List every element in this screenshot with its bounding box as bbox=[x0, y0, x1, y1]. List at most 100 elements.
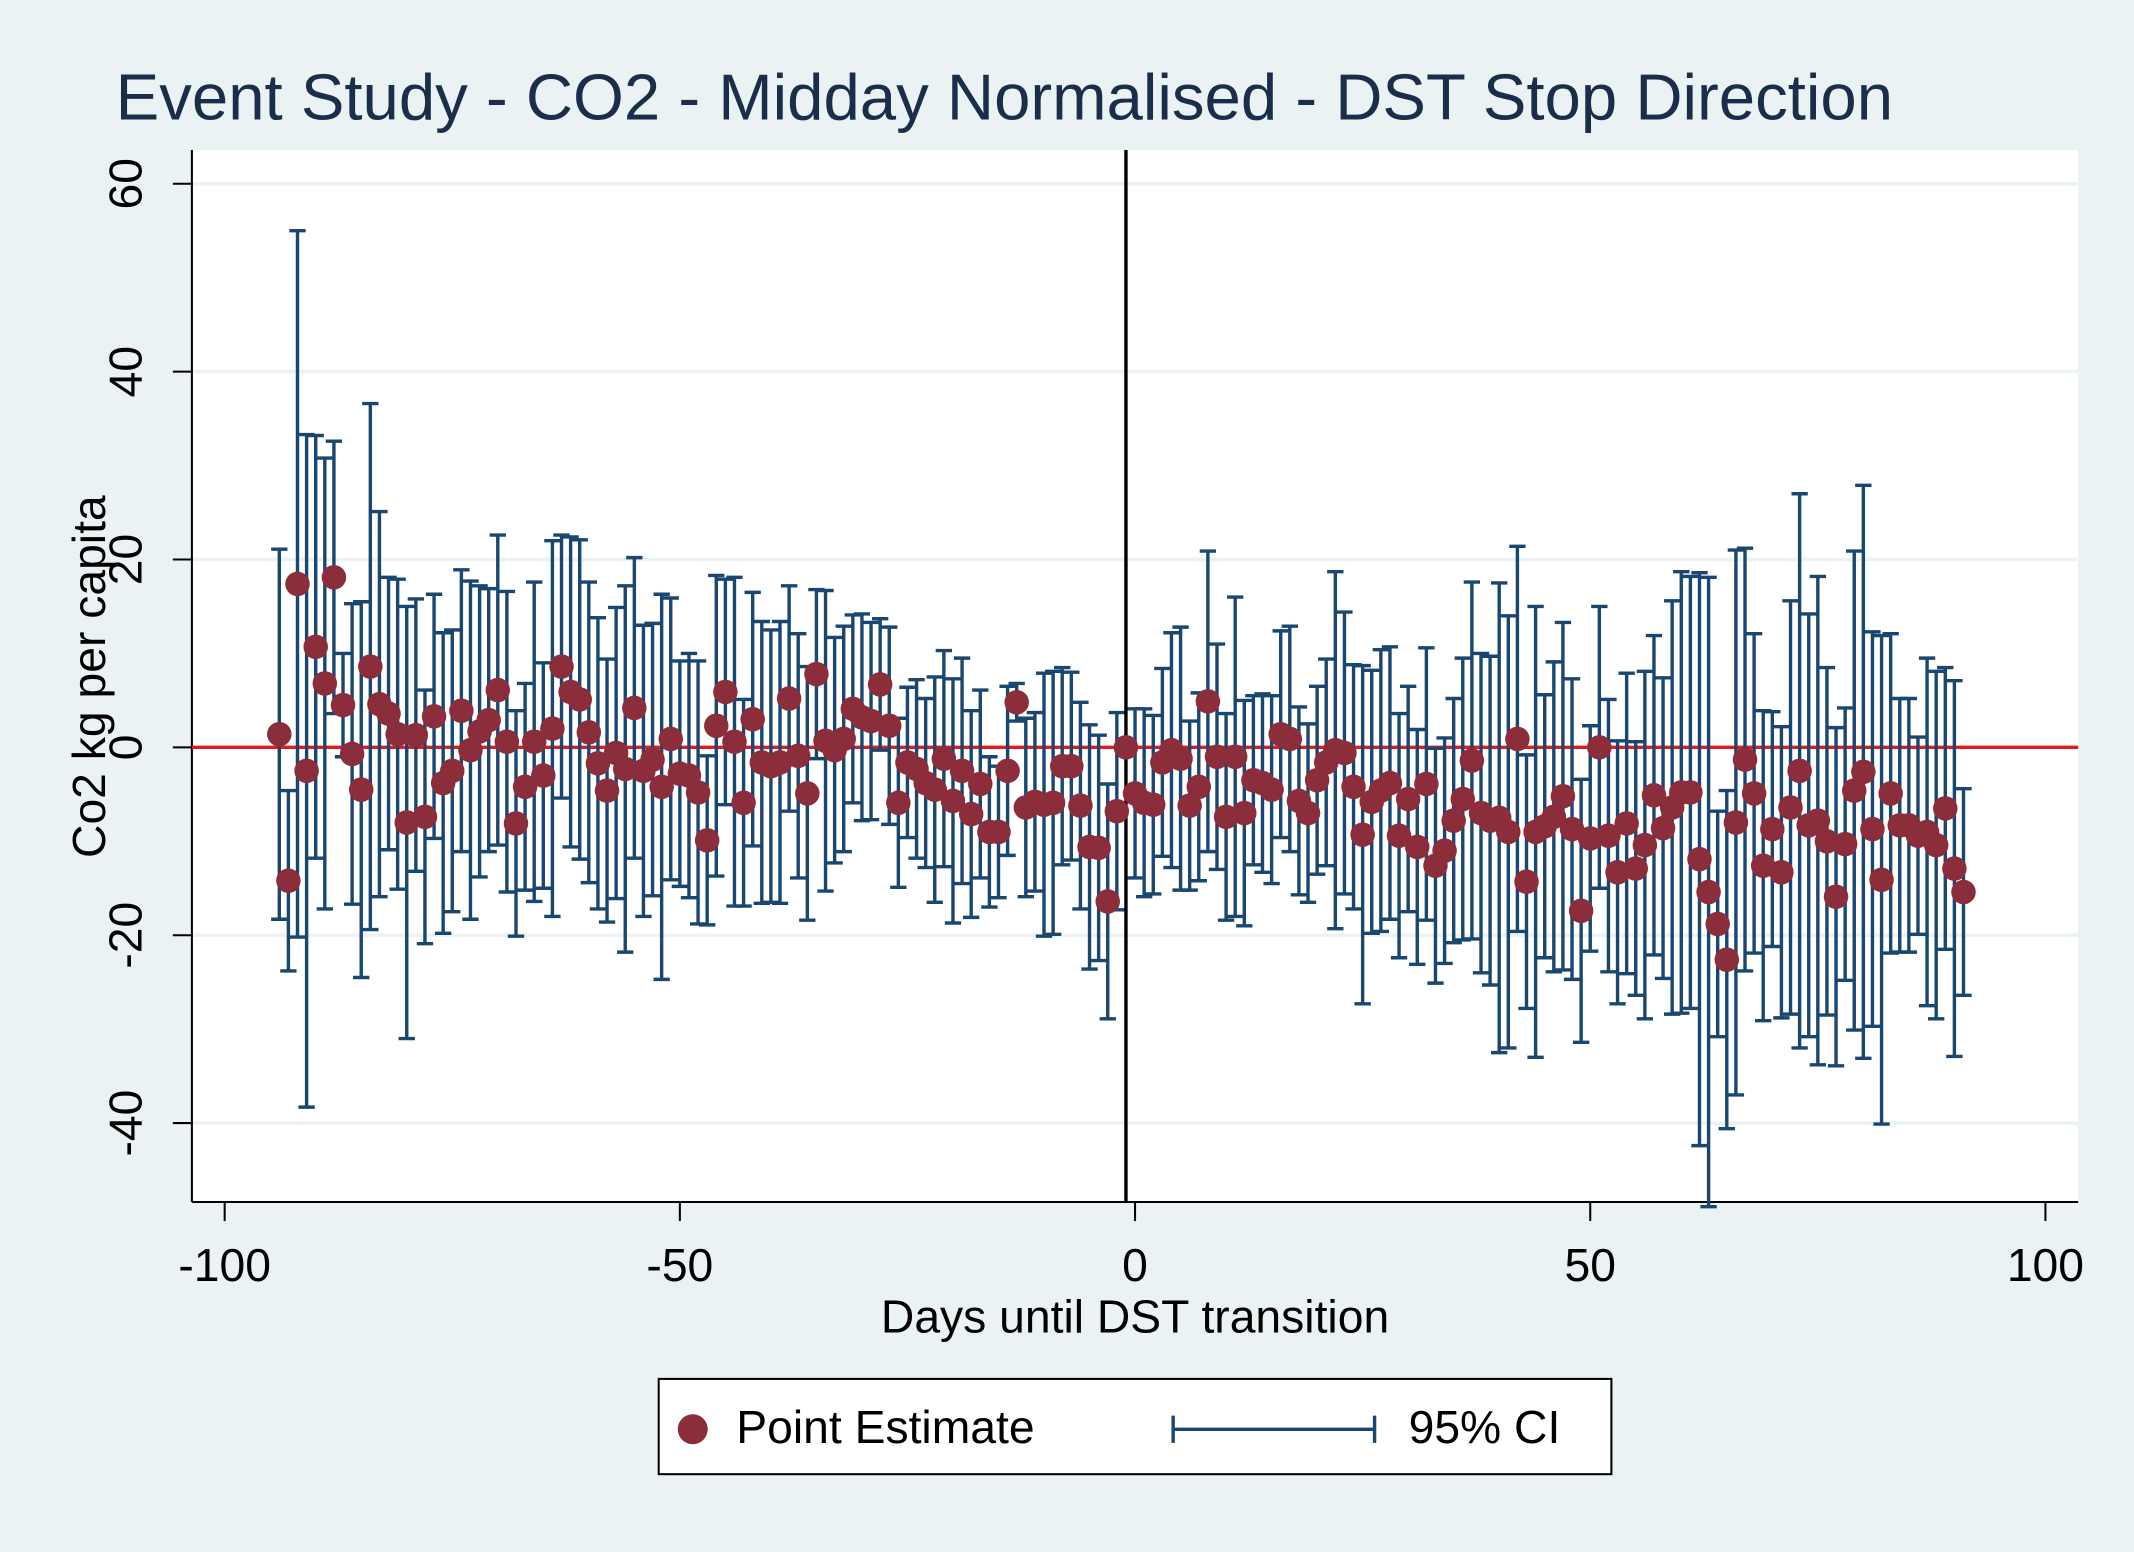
x-tick-label: 50 bbox=[1565, 1239, 1616, 1291]
point bbox=[303, 634, 328, 660]
point bbox=[330, 692, 356, 718]
point bbox=[1104, 798, 1130, 824]
x-tick-label: -50 bbox=[646, 1239, 713, 1291]
point bbox=[1514, 869, 1539, 894]
point bbox=[1714, 947, 1740, 972]
chart-title: Event Study - CO2 - Midday Normalised - … bbox=[116, 61, 1893, 134]
point bbox=[694, 828, 720, 853]
point bbox=[1678, 780, 1703, 805]
point bbox=[1787, 758, 1812, 784]
point bbox=[685, 780, 711, 805]
point bbox=[1177, 793, 1202, 818]
point bbox=[294, 758, 319, 784]
point bbox=[1841, 778, 1867, 803]
point bbox=[1232, 800, 1257, 826]
point bbox=[658, 726, 684, 752]
point bbox=[385, 721, 410, 747]
point bbox=[940, 788, 966, 814]
point bbox=[622, 695, 647, 721]
point bbox=[1068, 793, 1093, 818]
point bbox=[949, 758, 975, 784]
y-tick-label: -20 bbox=[100, 902, 152, 969]
point bbox=[1204, 744, 1230, 769]
point bbox=[740, 706, 765, 732]
point bbox=[1459, 748, 1485, 773]
point bbox=[1623, 856, 1649, 881]
legend-marker bbox=[677, 1414, 708, 1445]
point bbox=[531, 763, 556, 788]
legend bbox=[657, 1377, 1613, 1476]
point bbox=[1732, 747, 1758, 772]
legend-label: 95% CI bbox=[1409, 1401, 1561, 1453]
point bbox=[713, 679, 738, 705]
point bbox=[1760, 816, 1785, 842]
point bbox=[285, 571, 310, 597]
point bbox=[1505, 726, 1530, 752]
y-tick-label: 60 bbox=[100, 158, 152, 209]
point bbox=[1168, 746, 1193, 771]
point bbox=[321, 565, 347, 590]
point bbox=[1778, 795, 1803, 820]
point bbox=[376, 701, 401, 726]
point bbox=[1577, 826, 1603, 851]
point bbox=[722, 729, 747, 754]
point bbox=[1814, 829, 1840, 854]
point bbox=[1805, 808, 1831, 833]
point bbox=[1395, 786, 1421, 812]
point bbox=[1650, 815, 1676, 841]
point bbox=[585, 751, 611, 776]
point bbox=[612, 756, 638, 782]
point bbox=[1687, 846, 1712, 872]
point bbox=[412, 804, 438, 830]
point bbox=[1559, 816, 1585, 842]
point bbox=[521, 729, 547, 754]
point bbox=[795, 781, 820, 806]
point bbox=[1432, 838, 1457, 863]
point bbox=[594, 778, 620, 803]
point bbox=[1869, 867, 1894, 893]
point bbox=[1851, 759, 1876, 785]
point bbox=[785, 743, 811, 769]
point bbox=[339, 741, 365, 767]
point bbox=[348, 777, 374, 802]
point bbox=[1059, 753, 1084, 779]
point bbox=[421, 704, 447, 729]
point bbox=[1222, 744, 1248, 769]
point bbox=[1377, 770, 1403, 796]
point bbox=[1450, 786, 1476, 812]
point bbox=[1141, 792, 1166, 817]
point bbox=[1951, 879, 1976, 905]
point bbox=[649, 774, 674, 800]
point bbox=[876, 713, 902, 739]
point bbox=[958, 801, 984, 827]
point bbox=[312, 671, 338, 696]
point bbox=[776, 686, 802, 711]
x-axis-title: Days until DST transition bbox=[881, 1291, 1389, 1343]
point bbox=[1332, 740, 1357, 766]
point bbox=[1696, 879, 1721, 905]
point bbox=[494, 729, 520, 754]
point bbox=[1295, 800, 1321, 826]
x-tick-label: -100 bbox=[178, 1239, 271, 1291]
point bbox=[1386, 823, 1412, 848]
plot-area bbox=[191, 149, 2079, 1202]
point bbox=[995, 758, 1020, 784]
point bbox=[1832, 831, 1858, 857]
point bbox=[503, 811, 529, 836]
point bbox=[1632, 832, 1658, 858]
point bbox=[1113, 735, 1139, 760]
point bbox=[1860, 816, 1885, 842]
point bbox=[1923, 832, 1949, 858]
point bbox=[1933, 796, 1958, 821]
point bbox=[831, 726, 856, 752]
point bbox=[1705, 911, 1730, 937]
point bbox=[485, 677, 511, 703]
y-axis-title: Co2 kg per capita bbox=[63, 495, 115, 858]
point bbox=[403, 722, 429, 748]
point bbox=[1496, 819, 1521, 845]
point bbox=[986, 819, 1011, 845]
legend-label: Point Estimate bbox=[736, 1401, 1034, 1453]
point bbox=[567, 687, 592, 712]
